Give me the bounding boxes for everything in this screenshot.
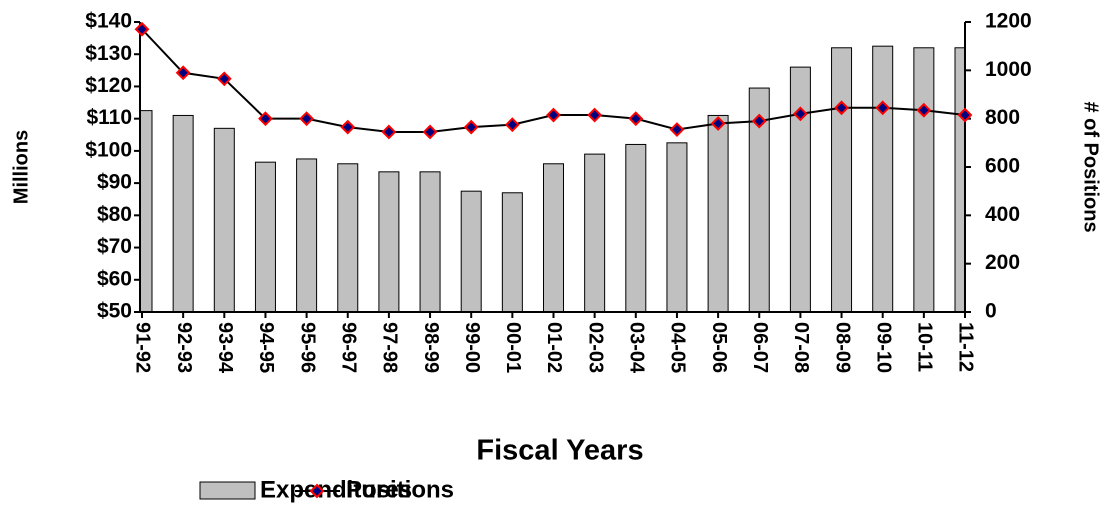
x-tick-label: 05-06 (708, 322, 730, 373)
x-tick-label: 04-05 (667, 322, 689, 373)
x-tick-label: 96-97 (337, 322, 359, 373)
y-tick-label: $120 (85, 74, 132, 97)
legend-label: Expenditures (260, 476, 412, 503)
y2-tick-label: 800 (985, 106, 1020, 129)
x-axis-label: Fiscal Years (476, 435, 643, 467)
line-marker (957, 107, 973, 123)
x-tick-label: 97-98 (379, 322, 401, 373)
y-tick-label: $60 (97, 267, 132, 290)
y-tick-label: $140 (85, 10, 132, 33)
y2-tick-label: 1000 (985, 58, 1032, 81)
line-marker (916, 102, 932, 118)
y-tick-label: $50 (97, 300, 132, 323)
line-marker (669, 122, 685, 137)
bar (707, 114, 729, 312)
x-tick-label: 09-10 (872, 322, 894, 373)
y2-tick-label: 1200 (985, 10, 1032, 33)
x-tick-label: 07-08 (790, 322, 812, 373)
y-tick-label: $130 (85, 42, 132, 65)
bar (140, 110, 153, 312)
bar (872, 45, 894, 312)
x-tick-label: 98-99 (420, 322, 442, 373)
line-marker (463, 119, 479, 135)
y-tick-label: $110 (86, 106, 132, 129)
x-tick-label: 08-09 (831, 322, 853, 373)
x-tick-label: 94-95 (255, 322, 277, 373)
bar (543, 163, 564, 312)
x-tick-label: 11-12 (955, 322, 977, 372)
bar (172, 114, 194, 312)
bar (296, 158, 318, 312)
x-tick-label: 99-00 (461, 322, 483, 373)
y2-tick-label: 200 (985, 251, 1020, 274)
y-tick-label: $100 (85, 138, 132, 161)
line-marker (751, 113, 767, 129)
line-marker (340, 119, 356, 135)
x-tick-label: 91-92 (132, 322, 154, 373)
y-axis-label: Millions (10, 130, 32, 204)
x-tick-label: 95-96 (296, 322, 318, 373)
bar (831, 47, 853, 312)
line-marker (710, 116, 726, 131)
bar (254, 161, 276, 312)
x-tick-label: 92-93 (173, 322, 195, 373)
bar (625, 143, 647, 312)
line-marker (546, 107, 561, 123)
bar (913, 47, 935, 312)
bar (584, 153, 606, 312)
bar (378, 171, 400, 312)
line-marker (875, 100, 891, 116)
y2-tick-label: 600 (985, 155, 1020, 178)
line-marker (587, 107, 603, 123)
x-tick-label: 01-02 (543, 322, 565, 373)
x-tick-label: 02-03 (584, 322, 606, 373)
x-tick-label: 03-04 (626, 322, 648, 374)
x-tick-label: 93-94 (214, 322, 236, 374)
bar (748, 87, 770, 312)
y2-tick-label: 400 (985, 203, 1020, 226)
line-marker (422, 124, 438, 140)
bar (954, 47, 965, 312)
bar (789, 66, 811, 312)
bar (419, 171, 441, 312)
line-marker (175, 65, 191, 81)
line-marker (834, 100, 849, 116)
line-marker (258, 111, 273, 127)
bar (460, 190, 482, 312)
line-marker (299, 111, 315, 127)
line-marker (628, 111, 644, 127)
x-tick-label: 10-11 (914, 322, 936, 372)
line-marker (792, 106, 808, 122)
y-tick-label: $70 (97, 235, 132, 258)
line-marker (381, 124, 397, 140)
bar (213, 127, 235, 312)
bar (501, 192, 523, 312)
legend-label: Positions (346, 476, 454, 503)
y2-axis-label: # of Positions (1080, 101, 1102, 232)
bar (666, 142, 688, 312)
bar (337, 163, 359, 312)
x-tick-label: 06-07 (749, 322, 771, 373)
y-tick-label: $80 (97, 203, 132, 226)
x-tick-label: 00-01 (502, 322, 524, 373)
line-marker (504, 117, 520, 133)
y-tick-label: $90 (97, 171, 132, 194)
line-marker (216, 71, 232, 87)
plot-area (140, 45, 965, 312)
legend-marker (309, 483, 325, 499)
line-marker (134, 21, 150, 37)
y2-tick-label: 0 (985, 300, 997, 323)
legend-swatch (199, 481, 256, 500)
